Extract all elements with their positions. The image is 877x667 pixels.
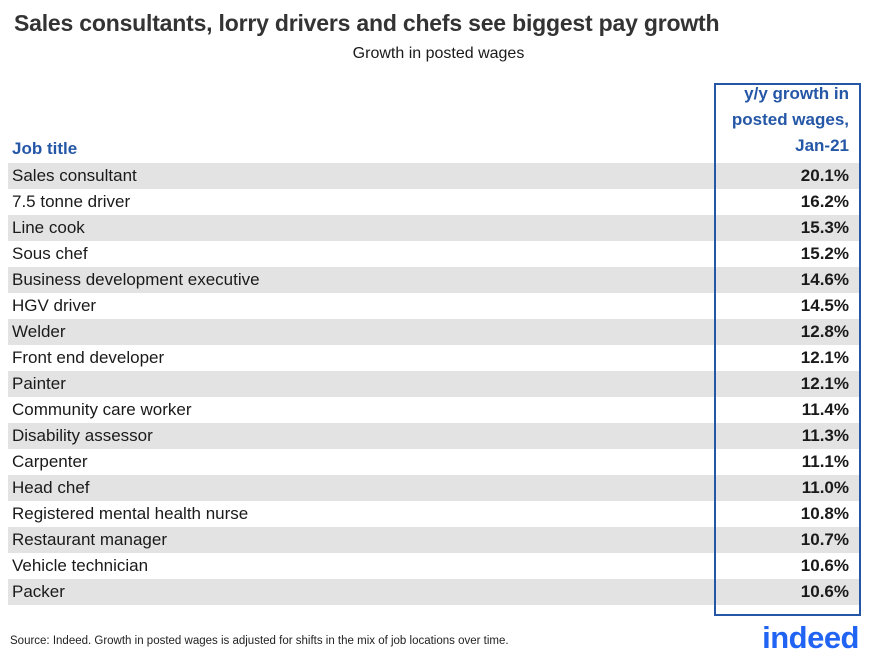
value-column-header: y/y growth in posted wages, Jan-21 bbox=[714, 75, 861, 163]
value-header-line-1: y/y growth in bbox=[744, 84, 849, 103]
job-title-cell: Packer bbox=[12, 582, 65, 601]
footer: Source: Indeed. Growth in posted wages i… bbox=[0, 622, 877, 657]
value-cell: 16.2% bbox=[800, 192, 849, 211]
value-cell: 10.6% bbox=[800, 582, 849, 601]
job-title-cell: HGV driver bbox=[12, 296, 97, 315]
value-cell: 15.2% bbox=[800, 244, 849, 263]
job-title-cell: Carpenter bbox=[12, 452, 88, 471]
value-cell: 10.8% bbox=[800, 504, 849, 523]
value-cell: 12.8% bbox=[800, 322, 849, 341]
job-title-cell: Welder bbox=[12, 322, 66, 341]
value-cell: 15.3% bbox=[800, 218, 849, 237]
job-title-cell: Painter bbox=[12, 374, 66, 393]
table-row: Business development executive 14.6% bbox=[8, 267, 861, 293]
job-title-cell: Disability assessor bbox=[12, 426, 153, 445]
job-title-cell: Sales consultant bbox=[12, 166, 137, 185]
table-row: Community care worker 11.4% bbox=[8, 397, 861, 423]
value-header-line-2: posted wages, bbox=[731, 110, 849, 129]
table-row: Head chef 11.0% bbox=[8, 475, 861, 501]
value-cell: 10.7% bbox=[800, 530, 849, 549]
job-title-cell: Sous chef bbox=[12, 244, 88, 263]
job-title-cell: Vehicle technician bbox=[12, 556, 149, 575]
value-cell: 11.3% bbox=[801, 426, 849, 445]
table-row: Painter 12.1% bbox=[8, 371, 861, 397]
table-row: Disability assessor 11.3% bbox=[8, 423, 861, 449]
table-row: Sales consultant 20.1% bbox=[8, 163, 861, 189]
source-note: Source: Indeed. Growth in posted wages i… bbox=[10, 635, 509, 647]
table-row: Vehicle technician 10.6% bbox=[8, 553, 861, 579]
table-row: Front end developer 12.1% bbox=[8, 345, 861, 371]
job-title-cell: Head chef bbox=[12, 478, 90, 497]
job-title-cell: Restaurant manager bbox=[12, 530, 167, 549]
job-title-cell: 7.5 tonne driver bbox=[12, 192, 131, 211]
job-title-cell: Front end developer bbox=[12, 348, 165, 367]
job-title-cell: Community care worker bbox=[12, 400, 192, 419]
table-row: Line cook 15.3% bbox=[8, 215, 861, 241]
table-row: 7.5 tonne driver 16.2% bbox=[8, 189, 861, 215]
value-cell: 11.1% bbox=[801, 452, 849, 471]
table-body: Sales consultant 20.1% 7.5 tonne driver … bbox=[8, 163, 861, 605]
job-title-cell: Business development executive bbox=[12, 270, 260, 289]
table-row: Restaurant manager 10.7% bbox=[8, 527, 861, 553]
table-row: Registered mental health nurse 10.8% bbox=[8, 501, 861, 527]
job-title-cell: Registered mental health nurse bbox=[12, 504, 249, 523]
value-cell: 11.0% bbox=[801, 478, 849, 497]
table-row: HGV driver 14.5% bbox=[8, 293, 861, 319]
table-row: Carpenter 11.1% bbox=[8, 449, 861, 475]
wage-growth-table: Job title y/y growth in posted wages, Ja… bbox=[8, 83, 861, 616]
table-header-row: Job title y/y growth in posted wages, Ja… bbox=[8, 83, 861, 163]
table-row: Welder 12.8% bbox=[8, 319, 861, 345]
value-cell: 20.1% bbox=[800, 166, 849, 185]
chart-subtitle: Growth in posted wages bbox=[352, 45, 525, 62]
value-cell: 12.1% bbox=[800, 374, 849, 393]
value-cell: 14.5% bbox=[800, 296, 849, 315]
value-header-line-3: Jan-21 bbox=[795, 136, 849, 155]
value-cell: 14.6% bbox=[800, 270, 849, 289]
table-row: Sous chef 15.2% bbox=[8, 241, 861, 267]
value-cell: 12.1% bbox=[800, 348, 849, 367]
indeed-logo: indeed bbox=[762, 620, 859, 655]
value-cell: 10.6% bbox=[800, 556, 849, 575]
job-title-column-header: Job title bbox=[12, 139, 78, 158]
table-row: Packer 10.6% bbox=[8, 579, 861, 605]
value-cell: 11.4% bbox=[801, 400, 849, 419]
page-title: Sales consultants, lorry drivers and che… bbox=[14, 10, 720, 36]
job-title-cell: Line cook bbox=[12, 218, 85, 237]
